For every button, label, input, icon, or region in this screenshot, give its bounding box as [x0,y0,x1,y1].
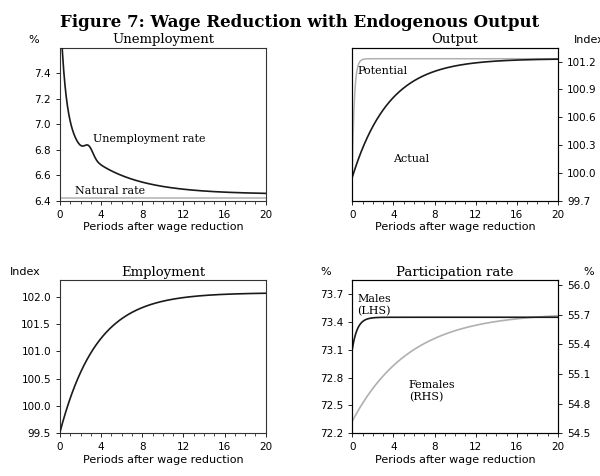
Text: Males
(LHS): Males (LHS) [358,295,391,317]
Title: Participation rate: Participation rate [397,266,514,279]
Text: Potential: Potential [358,66,407,76]
Text: Index: Index [10,267,40,277]
Text: %: % [584,267,594,277]
Text: Natural rate: Natural rate [76,186,146,196]
Text: Index: Index [574,35,600,45]
Title: Employment: Employment [121,266,205,279]
Text: %: % [28,35,38,45]
Text: %: % [320,267,331,277]
Text: Figure 7: Wage Reduction with Endogenous Output: Figure 7: Wage Reduction with Endogenous… [61,14,539,31]
Title: Unemployment: Unemployment [112,33,214,47]
X-axis label: Periods after wage reduction: Periods after wage reduction [375,222,535,232]
X-axis label: Periods after wage reduction: Periods after wage reduction [375,455,535,465]
Text: Unemployment rate: Unemployment rate [93,134,205,144]
X-axis label: Periods after wage reduction: Periods after wage reduction [83,455,243,465]
Text: Females
(RHS): Females (RHS) [409,380,455,402]
Title: Output: Output [432,33,478,47]
Text: Actual: Actual [394,154,430,164]
X-axis label: Periods after wage reduction: Periods after wage reduction [83,222,243,232]
